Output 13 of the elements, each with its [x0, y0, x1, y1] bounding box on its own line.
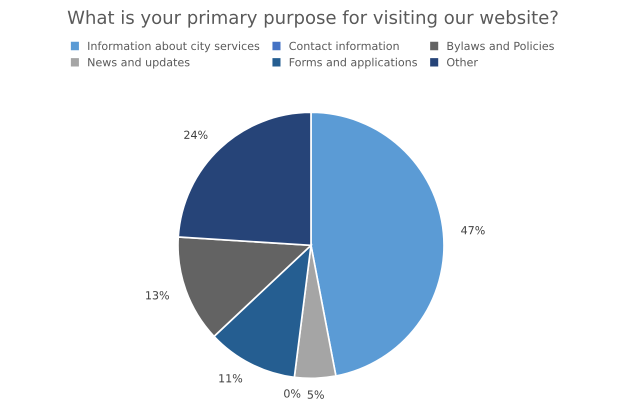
data-label: 47% — [461, 226, 485, 234]
data-label: 11% — [219, 374, 242, 382]
data-label: 5% — [308, 390, 324, 399]
data-label: 13% — [146, 291, 169, 300]
legend-label: Other — [447, 58, 478, 66]
chart-title: What is your primary purpose for visiting our website? — [68, 10, 558, 28]
legend-label: Information about city services — [88, 42, 260, 52]
data-label: 24% — [184, 130, 208, 140]
text: 0% — [284, 389, 300, 398]
legend-label: News and updates — [88, 58, 190, 69]
legend-label: Bylaws and Policies — [447, 42, 554, 52]
legend-label: Contact information — [289, 42, 399, 50]
legend-label: Forms and applications — [290, 58, 417, 69]
